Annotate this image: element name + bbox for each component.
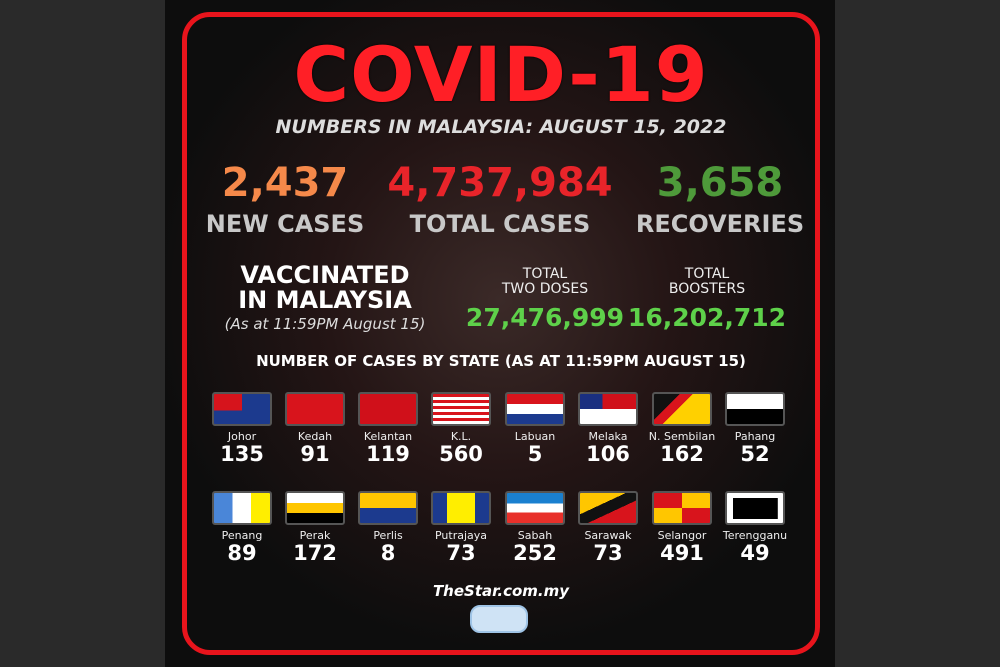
- state-cases: 106: [586, 442, 630, 466]
- two-doses-label: TOTAL TWO DOSES: [460, 267, 630, 297]
- state-name: Melaka: [588, 430, 628, 443]
- state-cases: 73: [593, 541, 623, 565]
- state-flag-icon: [505, 491, 565, 525]
- two-doses-label-line2: TWO DOSES: [501, 281, 589, 297]
- state-name: N. Sembilan: [648, 430, 716, 443]
- state-name: Sarawak: [584, 529, 632, 542]
- total-cases-value: 4,737,984: [387, 160, 613, 206]
- state-flag-icon: [725, 392, 785, 426]
- state-perak: Perak 172: [278, 491, 352, 564]
- state-flag-icon: [578, 392, 638, 426]
- state-flag-icon: [652, 491, 712, 525]
- state-name: Kedah: [297, 430, 333, 443]
- state-melaka: Melaka 106: [571, 392, 645, 465]
- vaccinated-heading-line2: IN MALAYSIA: [238, 286, 412, 314]
- state-name: K.L.: [450, 430, 472, 443]
- state-name: Johor: [227, 430, 257, 443]
- state-cases: 89: [227, 541, 257, 565]
- state-flag-icon: [652, 392, 712, 426]
- vaccinated-heading: VACCINATED IN MALAYSIA: [210, 263, 440, 313]
- state-k-l: K.L. 560: [424, 392, 498, 465]
- red-frame: [182, 12, 820, 655]
- recoveries-value: 3,658: [656, 160, 784, 206]
- new-cases-label: NEW CASES: [205, 210, 365, 238]
- state-name: Sabah: [517, 529, 553, 542]
- state-flag-icon: [431, 392, 491, 426]
- state-labuan: Labuan 5: [498, 392, 572, 465]
- state-n-sembilan: N. Sembilan 162: [645, 392, 719, 465]
- state-name: Penang: [221, 529, 263, 542]
- boosters-label: TOTAL BOOSTERS: [622, 267, 792, 297]
- state-name: Pahang: [734, 430, 776, 443]
- state-terengganu: Terengganu 49: [718, 491, 792, 564]
- boosters-label-line1: TOTAL: [684, 266, 730, 282]
- state-cases: 73: [446, 541, 476, 565]
- state-cases: 91: [300, 442, 330, 466]
- state-flag-icon: [212, 491, 272, 525]
- state-cases: 52: [740, 442, 770, 466]
- two-doses-label-line1: TOTAL: [522, 266, 568, 282]
- state-name: Terengganu: [722, 529, 788, 542]
- state-name: Putrajaya: [434, 529, 488, 542]
- boosters-label-line2: BOOSTERS: [668, 281, 746, 297]
- state-cases: 135: [220, 442, 264, 466]
- face-mask-icon: [470, 605, 528, 633]
- title: COVID-19: [293, 30, 709, 119]
- state-flag-icon: [212, 392, 272, 426]
- state-cases: 5: [527, 442, 543, 466]
- state-penang: Penang 89: [205, 491, 279, 564]
- subtitle: NUMBERS IN MALAYSIA: AUGUST 15, 2022: [275, 116, 727, 138]
- state-perlis: Perlis 8: [351, 491, 425, 564]
- state-sabah: Sabah 252: [498, 491, 572, 564]
- recoveries-label: RECOVERIES: [635, 210, 805, 238]
- state-flag-icon: [285, 491, 345, 525]
- state-flag-icon: [505, 392, 565, 426]
- state-name: Selangor: [657, 529, 707, 542]
- state-cases: 8: [380, 541, 396, 565]
- state-johor: Johor 135: [205, 392, 279, 465]
- state-cases: 162: [660, 442, 704, 466]
- state-cases: 560: [439, 442, 483, 466]
- state-name: Perak: [299, 529, 331, 542]
- state-flag-icon: [578, 491, 638, 525]
- states-heading: NUMBER OF CASES BY STATE (AS AT 11:59PM …: [256, 352, 746, 370]
- state-sarawak: Sarawak 73: [571, 491, 645, 564]
- state-flag-icon: [358, 392, 418, 426]
- state-cases: 172: [293, 541, 337, 565]
- state-name: Labuan: [514, 430, 556, 443]
- new-cases-value: 2,437: [221, 160, 349, 206]
- state-kelantan: Kelantan 119: [351, 392, 425, 465]
- state-flag-icon: [431, 491, 491, 525]
- state-putrajaya: Putrajaya 73: [424, 491, 498, 564]
- state-selangor: Selangor 491: [645, 491, 719, 564]
- state-name: Kelantan: [363, 430, 413, 443]
- state-flag-icon: [358, 491, 418, 525]
- state-cases: 49: [740, 541, 770, 565]
- state-kedah: Kedah 91: [278, 392, 352, 465]
- state-cases: 119: [366, 442, 410, 466]
- total-cases-label: TOTAL CASES: [409, 210, 591, 238]
- infographic-background: [165, 0, 835, 667]
- two-doses-value: 27,476,999: [465, 303, 625, 332]
- state-cases: 491: [660, 541, 704, 565]
- state-name: Perlis: [373, 529, 403, 542]
- vaccinated-heading-line1: VACCINATED: [240, 261, 410, 289]
- thestar-logo: TheStar.com.my: [432, 582, 570, 600]
- boosters-value: 16,202,712: [627, 303, 787, 332]
- state-flag-icon: [725, 491, 785, 525]
- state-flag-icon: [285, 392, 345, 426]
- state-pahang: Pahang 52: [718, 392, 792, 465]
- vaccinated-note: (As at 11:59PM August 15): [224, 315, 426, 333]
- state-cases: 252: [513, 541, 557, 565]
